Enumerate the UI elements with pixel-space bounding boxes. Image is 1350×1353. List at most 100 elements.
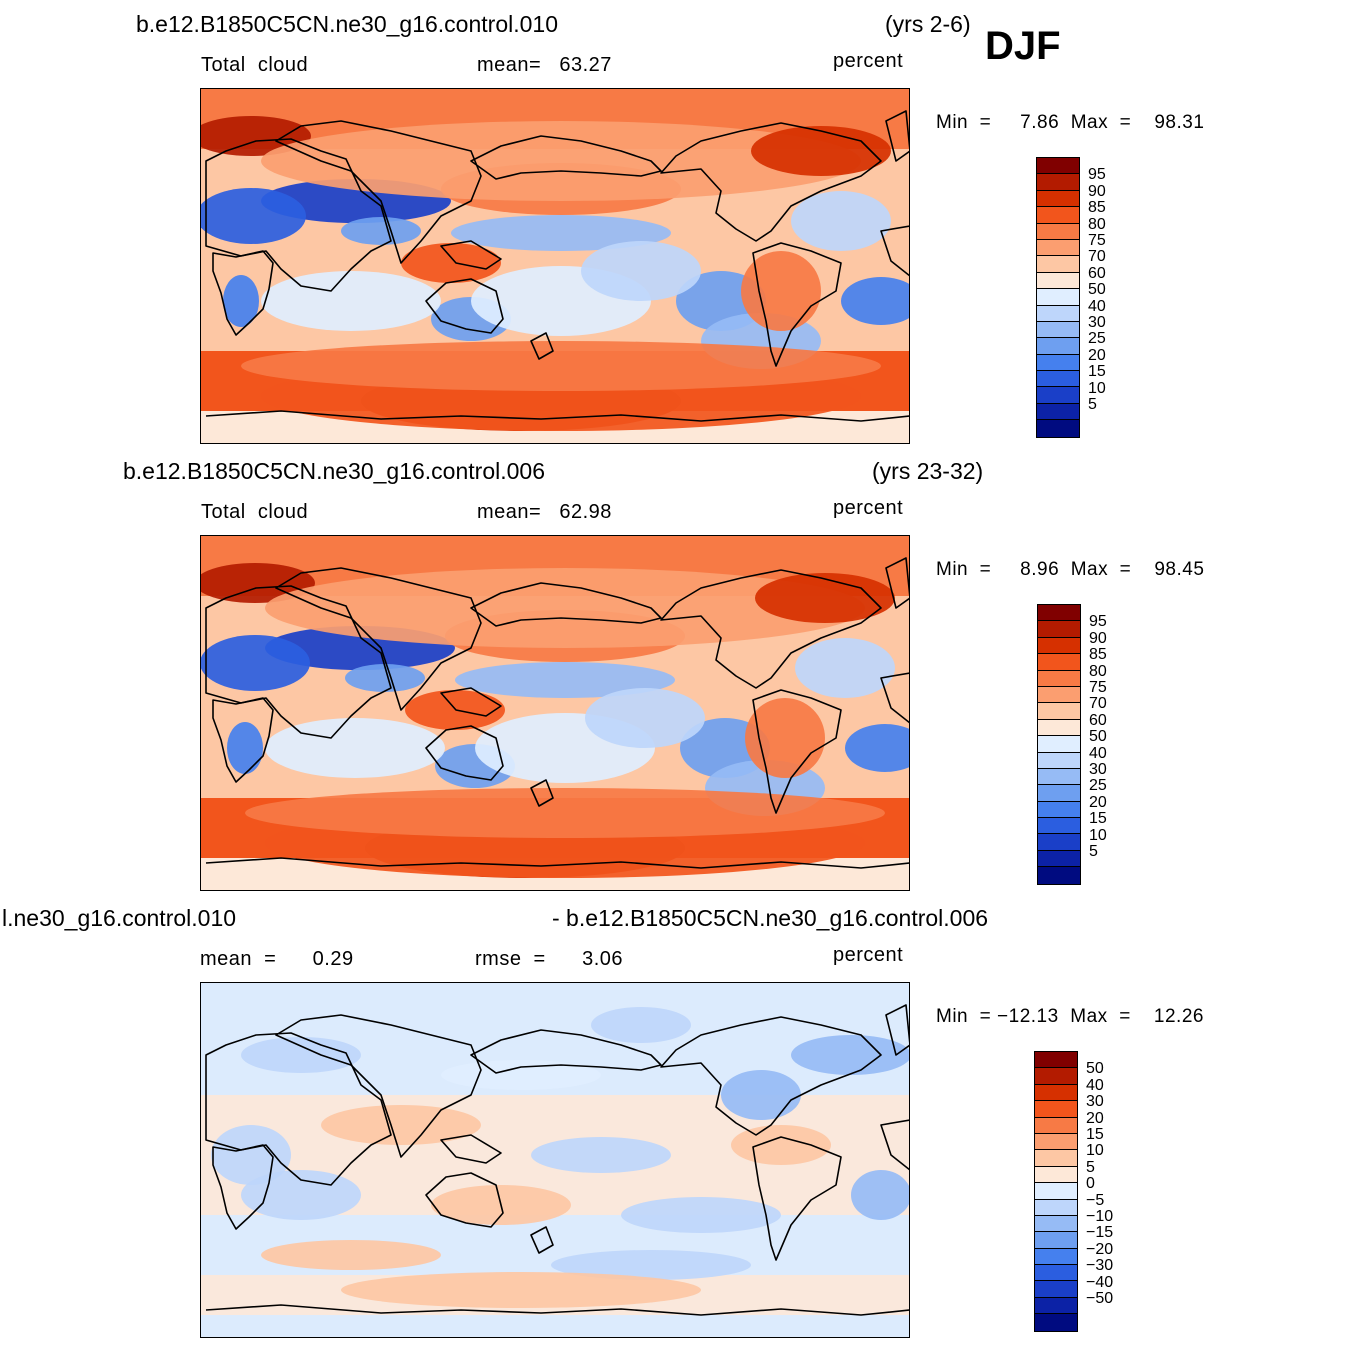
legend-color-box xyxy=(1037,174,1079,191)
legend-label: 70 xyxy=(1088,248,1106,266)
legend-color-box xyxy=(1035,1248,1077,1266)
panel3-minus-case: - b.e12.B1850C5CN.ne30_g16.control.006 xyxy=(552,905,989,931)
legend-color-box xyxy=(1035,1199,1077,1216)
legend-color-box xyxy=(1035,1052,1077,1069)
legend-label: 40 xyxy=(1089,744,1107,762)
legend-color-box xyxy=(1038,785,1080,802)
legend-label: 15 xyxy=(1089,810,1107,828)
legend-label: 40 xyxy=(1086,1076,1104,1094)
legend-color-box xyxy=(1038,605,1080,622)
legend-color-box xyxy=(1038,801,1080,819)
legend-label: 15 xyxy=(1086,1126,1104,1143)
legend-color-box xyxy=(1035,1183,1077,1200)
panel1-years: (yrs 2-6) xyxy=(885,11,971,37)
legend-color-box xyxy=(1037,371,1079,388)
legend-color-box xyxy=(1035,1101,1077,1118)
legend-label: −10 xyxy=(1086,1208,1114,1225)
legend-color-box xyxy=(1035,1314,1077,1331)
legend-label: 20 xyxy=(1086,1109,1104,1127)
panel3-rmse-label: rmse = 3.06 xyxy=(475,948,624,970)
panel3-legend xyxy=(1034,1051,1078,1332)
panel2-map xyxy=(200,535,910,891)
legend-label: 0 xyxy=(1086,1175,1095,1193)
legend-color-box xyxy=(1038,736,1080,753)
legend-color-box xyxy=(1037,403,1079,421)
legend-color-box xyxy=(1037,305,1079,322)
panel2-years: (yrs 23-32) xyxy=(872,458,984,484)
legend-label: 25 xyxy=(1089,777,1107,795)
legend-label: −50 xyxy=(1086,1290,1114,1307)
panel3-units: percent xyxy=(833,944,904,966)
legend-label: 20 xyxy=(1088,346,1106,364)
legend-label: 5 xyxy=(1089,843,1098,860)
legend-label: 5 xyxy=(1088,396,1097,413)
legend-color-box xyxy=(1035,1297,1077,1315)
legend-color-box xyxy=(1037,387,1079,404)
legend-label: 50 xyxy=(1089,728,1107,746)
legend-label: 10 xyxy=(1086,1142,1104,1160)
legend-color-box xyxy=(1035,1265,1077,1282)
legend-label: −5 xyxy=(1086,1191,1105,1209)
legend-label: 85 xyxy=(1089,646,1107,664)
legend-color-box xyxy=(1038,867,1080,884)
panel1-minmax: Min = 7.86 Max = 98.31 xyxy=(936,112,1205,133)
legend-label: 15 xyxy=(1088,363,1106,381)
legend-color-box xyxy=(1035,1117,1077,1134)
legend-color-box xyxy=(1035,1068,1077,1085)
legend-color-box xyxy=(1035,1232,1077,1249)
legend-color-box xyxy=(1037,289,1079,306)
legend-color-box xyxy=(1037,354,1079,372)
legend-color-box xyxy=(1038,621,1080,638)
legend-color-box xyxy=(1037,256,1079,273)
legend-color-box xyxy=(1038,670,1080,687)
legend-color-box xyxy=(1038,818,1080,835)
legend-label: −40 xyxy=(1086,1273,1114,1291)
legend-color-box xyxy=(1035,1166,1077,1184)
legend-color-box xyxy=(1037,272,1079,290)
legend-color-box xyxy=(1038,637,1080,655)
legend-color-box xyxy=(1037,223,1079,240)
panel1-case-title: b.e12.B1850C5CN.ne30_g16.control.010 xyxy=(136,11,558,37)
legend-color-box xyxy=(1035,1281,1077,1298)
legend-label: 90 xyxy=(1089,629,1107,647)
panel2-mean-label: mean= 62.98 xyxy=(477,501,612,523)
legend-label: 50 xyxy=(1086,1060,1104,1078)
legend-label: 40 xyxy=(1088,297,1106,315)
legend-color-box xyxy=(1037,158,1079,175)
legend-label: 85 xyxy=(1088,199,1106,217)
legend-label: 95 xyxy=(1088,166,1106,184)
legend-color-box xyxy=(1035,1150,1077,1167)
legend-label: 30 xyxy=(1088,314,1106,331)
legend-label: 60 xyxy=(1088,264,1106,282)
legend-label: 5 xyxy=(1086,1158,1095,1176)
legend-color-box xyxy=(1038,686,1080,704)
legend-label: 75 xyxy=(1088,232,1106,249)
panel3-case-title: l.ne30_g16.control.010 xyxy=(2,905,237,931)
legend-color-box xyxy=(1037,420,1079,437)
season-label: DJF xyxy=(985,24,1061,68)
panel3-map xyxy=(200,982,910,1338)
panel2-minmax: Min = 8.96 Max = 98.45 xyxy=(936,559,1205,580)
legend-label: 90 xyxy=(1088,182,1106,200)
panel2-case-title: b.e12.B1850C5CN.ne30_g16.control.006 xyxy=(123,458,545,484)
legend-color-box xyxy=(1035,1084,1077,1102)
legend-color-box xyxy=(1038,752,1080,769)
legend-color-box xyxy=(1038,768,1080,786)
panel2-legend xyxy=(1037,604,1081,885)
panel3-minmax: Min = −12.13 Max = 12.26 xyxy=(936,1006,1204,1027)
legend-label: 30 xyxy=(1086,1093,1104,1111)
panel1-variable-label: Total cloud xyxy=(201,54,309,76)
legend-label: −30 xyxy=(1086,1257,1114,1275)
legend-color-box xyxy=(1038,850,1080,868)
legend-label: 75 xyxy=(1089,679,1107,696)
panel1-mean-label: mean= 63.27 xyxy=(477,54,612,76)
legend-label: 25 xyxy=(1088,330,1106,348)
legend-label: 60 xyxy=(1089,711,1107,729)
legend-color-box xyxy=(1038,654,1080,671)
panel1-map xyxy=(200,88,910,444)
panel1-legend xyxy=(1036,157,1080,438)
panel2-variable-label: Total cloud xyxy=(201,501,309,523)
legend-label: 20 xyxy=(1089,793,1107,811)
legend-color-box xyxy=(1038,719,1080,737)
legend-label: 80 xyxy=(1088,215,1106,233)
